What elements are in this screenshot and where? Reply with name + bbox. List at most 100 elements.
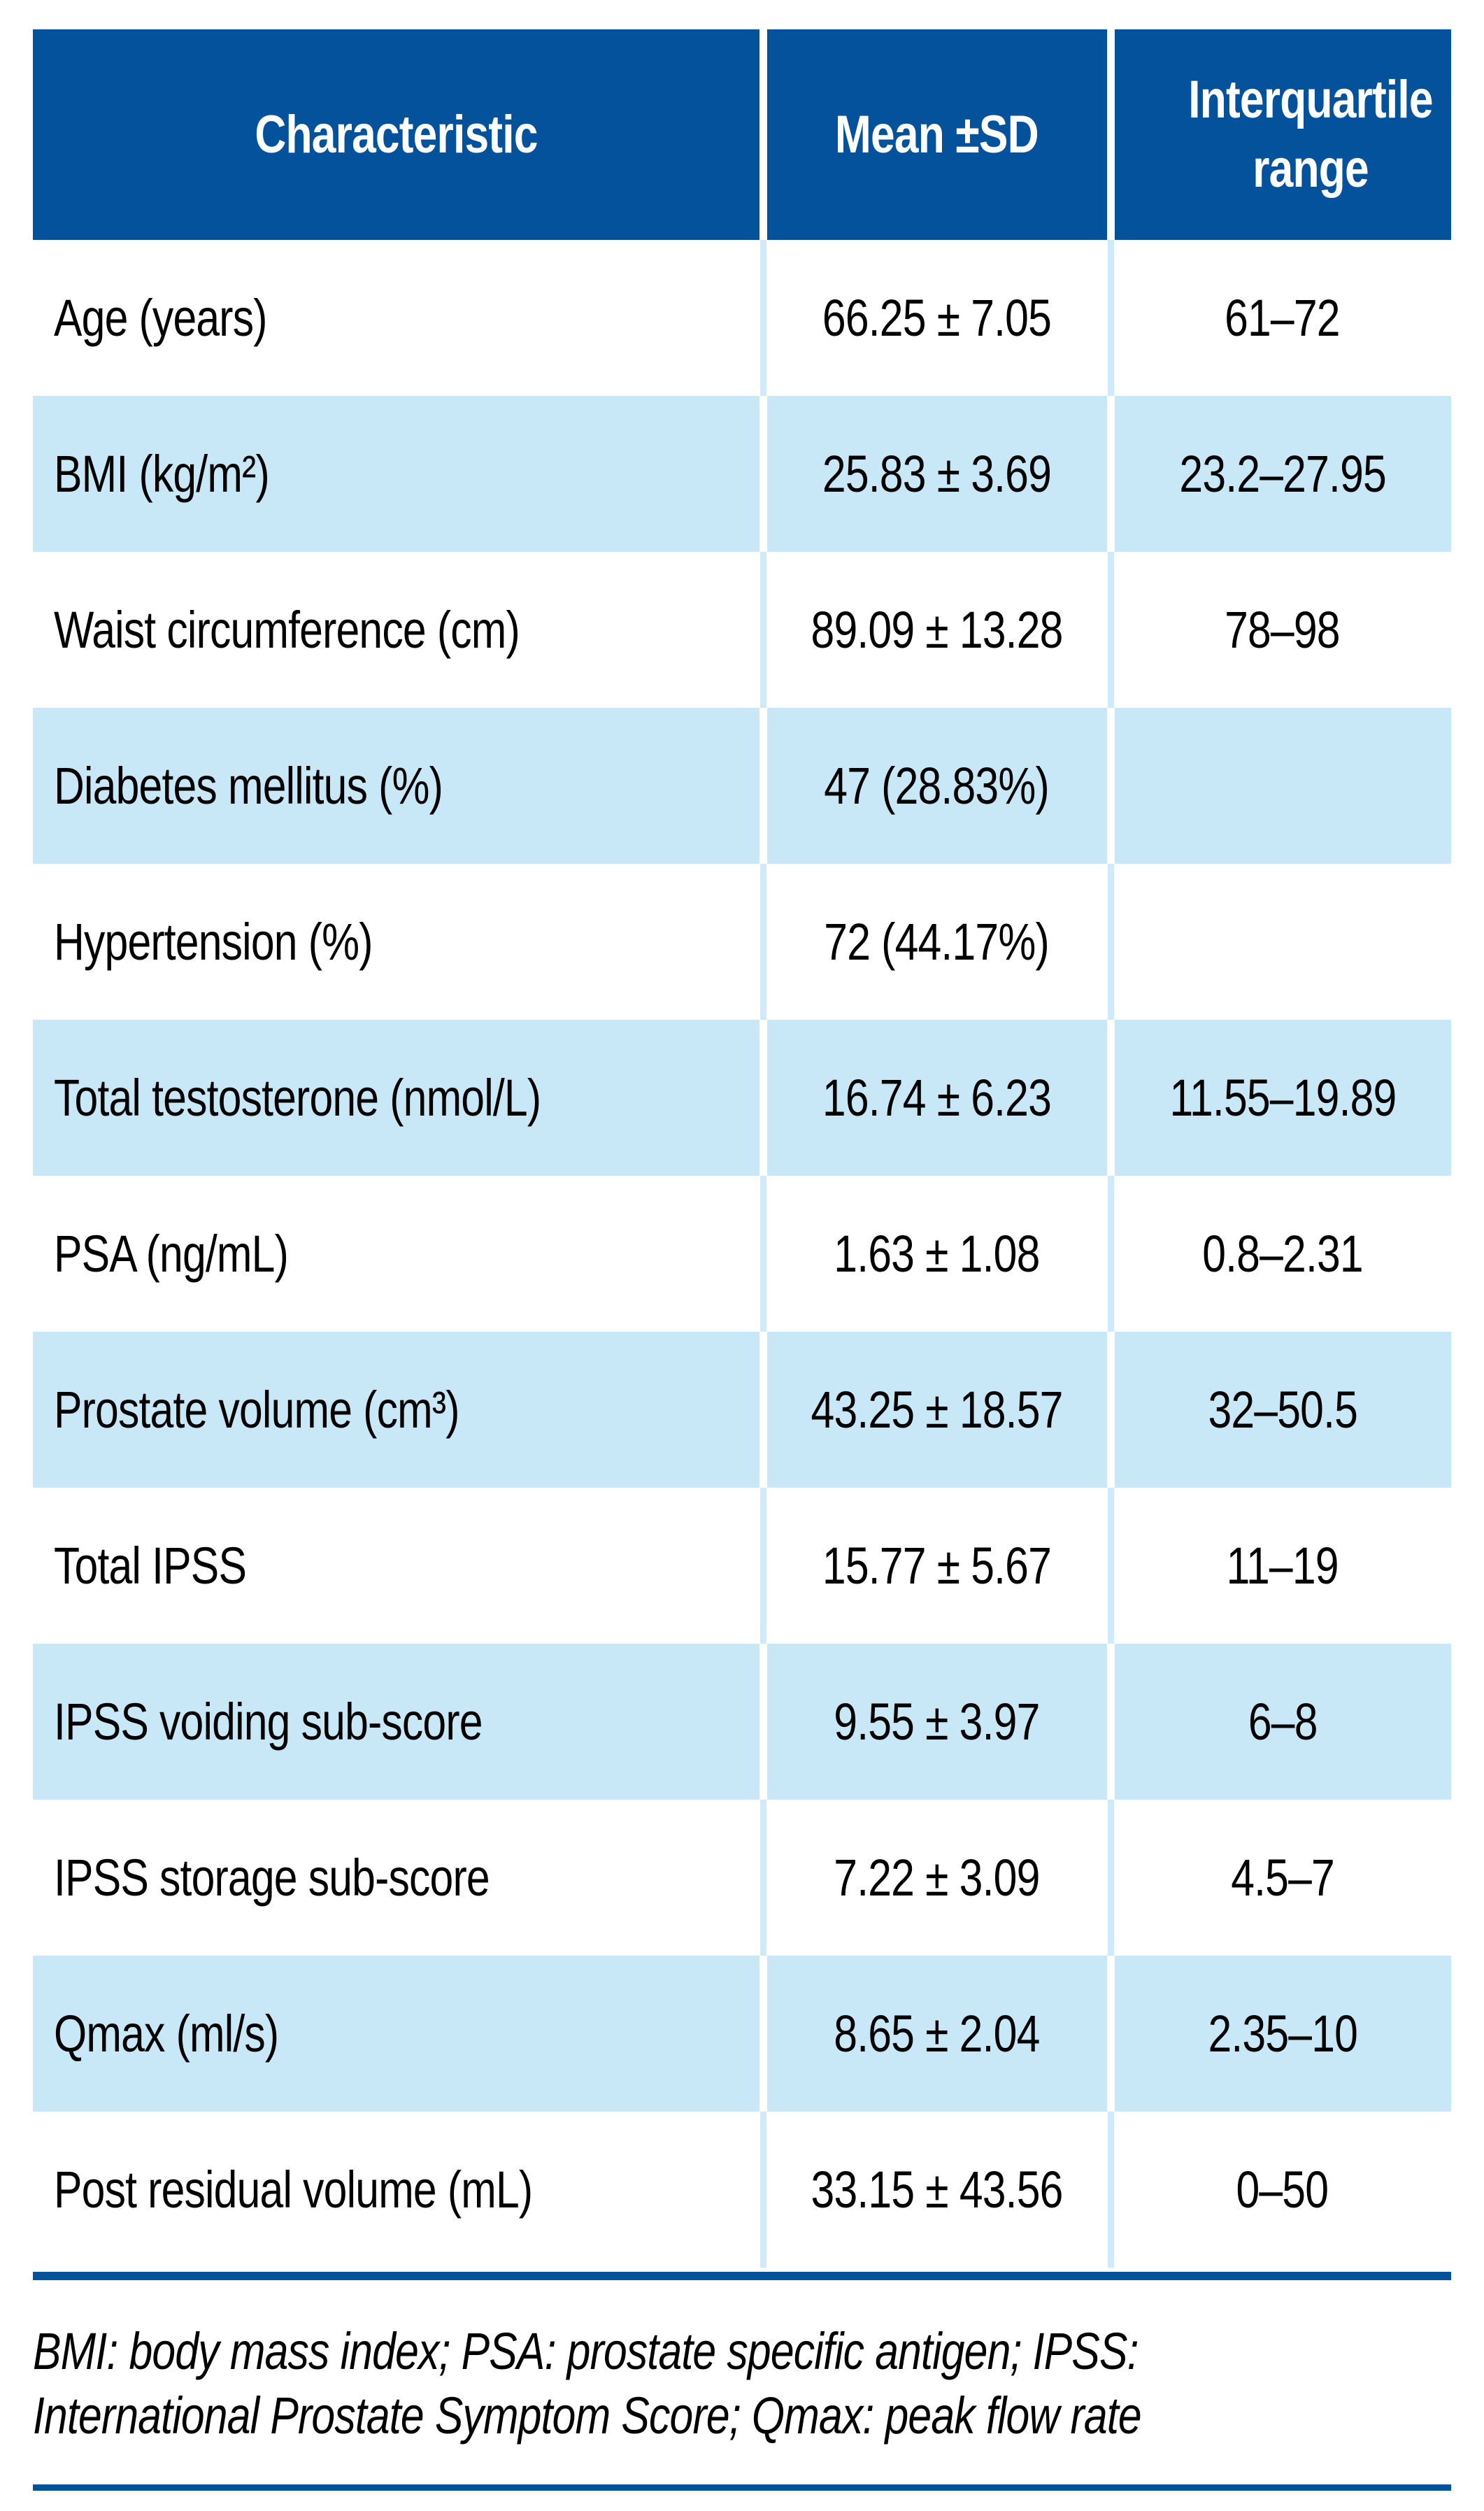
row-characteristic: Post residual volume (mL) <box>33 2112 763 2268</box>
row-mean-sd: 25.83 ± 3.69 <box>759 396 1111 552</box>
footnote: BMI: body mass index; PSA: prostate spec… <box>33 2319 1451 2448</box>
row-characteristic: Prostate volume (cm³) <box>33 1332 763 1488</box>
row-characteristic-text: Qmax (ml/s) <box>54 2005 279 2063</box>
row-iqr: 23.2–27.95 <box>1106 396 1451 552</box>
row-iqr: 2.35–10 <box>1106 1956 1451 2112</box>
footnote-line-2: International Prostate Symptom Score; Qm… <box>33 2384 1451 2448</box>
row-characteristic-text: Age (years) <box>54 289 267 347</box>
table-row: IPSS storage sub-score 7.22 ± 3.09 4.5–7 <box>33 1800 1451 1956</box>
table-bottom-rule <box>33 2272 1451 2280</box>
table-header: Characteristic Mean ±SD Interquartile ra… <box>33 29 1451 240</box>
table-row: BMI (kg/m²) 25.83 ± 3.69 23.2–27.95 <box>33 396 1451 552</box>
row-characteristic-text: Waist circumference (cm) <box>54 601 520 659</box>
row-iqr: 78–98 <box>1107 552 1451 708</box>
row-mean-sd-text: 43.25 ± 18.57 <box>811 1381 1063 1439</box>
row-iqr-text: 11.55–19.89 <box>1169 1069 1397 1127</box>
row-iqr: 0–50 <box>1107 2112 1451 2268</box>
row-mean-sd: 15.77 ± 5.67 <box>759 1488 1111 1644</box>
characteristics-table: Characteristic Mean ±SD Interquartile ra… <box>33 29 1451 2268</box>
row-mean-sd-text: 72 (44.17%) <box>824 913 1050 971</box>
header-row: Characteristic Mean ±SD Interquartile ra… <box>33 29 1451 240</box>
row-mean-sd: 72 (44.17%) <box>759 864 1111 1020</box>
row-iqr-text: 6–8 <box>1248 1693 1318 1751</box>
table-row: Waist circumference (cm) 89.09 ± 13.28 78–… <box>33 552 1451 708</box>
col-header-characteristic: Characteristic <box>33 29 763 240</box>
table-row: Post residual volume (mL) 33.15 ± 43.56 0–… <box>33 2112 1451 2268</box>
table-row: Qmax (ml/s) 8.65 ± 2.04 2.35–10 <box>33 1956 1451 2112</box>
table-row: Total IPSS 15.77 ± 5.67 11–19 <box>33 1488 1451 1644</box>
footnote-line-2-text: International Prostate Symptom Score; Qm… <box>33 2386 1142 2445</box>
row-iqr: 61–72 <box>1107 240 1451 396</box>
row-characteristic-text: Total IPSS <box>54 1537 247 1595</box>
row-mean-sd-text: 8.65 ± 2.04 <box>834 2005 1040 2063</box>
row-mean-sd: 8.65 ± 2.04 <box>759 1956 1111 2112</box>
row-iqr-text: 23.2–27.95 <box>1179 445 1387 503</box>
row-iqr: 0.8–2.31 <box>1107 1176 1451 1332</box>
row-mean-sd-text: 7.22 ± 3.09 <box>834 1849 1040 1907</box>
row-mean-sd: 43.25 ± 18.57 <box>759 1332 1111 1488</box>
row-characteristic-text: IPSS storage sub-score <box>54 1849 490 1907</box>
row-characteristic-text: Post residual volume (mL) <box>54 2161 533 2219</box>
col-header-characteristic-text: Characteristic <box>255 105 538 164</box>
table-row: IPSS voiding sub-score 9.55 ± 3.97 6–8 <box>33 1644 1451 1800</box>
row-characteristic-text: Hypertension (%) <box>54 913 373 971</box>
row-characteristic: Qmax (ml/s) <box>33 1956 763 2112</box>
row-mean-sd: 16.74 ± 6.23 <box>759 1020 1111 1176</box>
row-characteristic: Age (years) <box>33 240 763 396</box>
row-iqr-text: 0.8–2.31 <box>1201 1225 1363 1283</box>
row-iqr-text: 4.5–7 <box>1230 1849 1335 1907</box>
row-characteristic: Hypertension (%) <box>33 864 763 1020</box>
row-mean-sd-text: 16.74 ± 6.23 <box>822 1069 1052 1127</box>
row-iqr: 11–19 <box>1107 1488 1451 1644</box>
row-mean-sd: 89.09 ± 13.28 <box>759 552 1111 708</box>
table-body: Age (years) 66.25 ± 7.05 61–72 BMI (kg/m²) 2… <box>33 240 1451 2268</box>
col-header-interquartile-range-text: Interquartile range <box>1187 69 1433 199</box>
row-iqr <box>1107 864 1451 1020</box>
row-iqr-text: 32–50.5 <box>1208 1381 1358 1439</box>
row-characteristic-text: PSA (ng/mL) <box>54 1225 289 1283</box>
row-mean-sd: 9.55 ± 3.97 <box>759 1644 1111 1800</box>
row-mean-sd-text: 66.25 ± 7.05 <box>822 289 1052 347</box>
row-characteristic: Waist circumference (cm) <box>33 552 763 708</box>
row-characteristic: Diabetes mellitus (%) <box>33 708 763 864</box>
row-iqr-text: 11–19 <box>1226 1537 1339 1595</box>
row-characteristic: Total IPSS <box>33 1488 763 1644</box>
row-mean-sd: 66.25 ± 7.05 <box>759 240 1111 396</box>
table-row: Total testosterone (nmol/L) 16.74 ± 6.23 1… <box>33 1020 1451 1176</box>
col-header-mean-sd-text: Mean ±SD <box>835 105 1039 164</box>
row-mean-sd: 33.15 ± 43.56 <box>759 2112 1111 2268</box>
row-characteristic-text: Total testosterone (nmol/L) <box>54 1069 541 1127</box>
table-row: Age (years) 66.25 ± 7.05 61–72 <box>33 240 1451 396</box>
footnote-line-1: BMI: body mass index; PSA: prostate spec… <box>33 2319 1451 2384</box>
row-mean-sd: 1.63 ± 1.08 <box>759 1176 1111 1332</box>
row-characteristic: Total testosterone (nmol/L) <box>33 1020 763 1176</box>
row-characteristic-text: IPSS voiding sub-score <box>54 1693 483 1751</box>
row-mean-sd-text: 1.63 ± 1.08 <box>834 1225 1040 1283</box>
row-mean-sd-text: 9.55 ± 3.97 <box>834 1693 1040 1751</box>
row-iqr: 6–8 <box>1106 1644 1451 1800</box>
row-mean-sd-text: 15.77 ± 5.67 <box>822 1537 1052 1595</box>
row-mean-sd: 47 (28.83%) <box>759 708 1111 864</box>
col-header-mean-sd: Mean ±SD <box>759 29 1111 240</box>
row-iqr: 4.5–7 <box>1107 1800 1451 1956</box>
row-mean-sd-text: 33.15 ± 43.56 <box>811 2161 1063 2219</box>
row-mean-sd-text: 25.83 ± 3.69 <box>822 445 1052 503</box>
row-iqr-text: 2.35–10 <box>1208 2005 1358 2063</box>
page-bottom-rule <box>33 2484 1451 2491</box>
table-row: Hypertension (%) 72 (44.17%) <box>33 864 1451 1020</box>
row-iqr: 11.55–19.89 <box>1106 1020 1451 1176</box>
table-row: PSA (ng/mL) 1.63 ± 1.08 0.8–2.31 <box>33 1176 1451 1332</box>
row-iqr <box>1106 708 1451 864</box>
row-characteristic: BMI (kg/m²) <box>33 396 763 552</box>
row-iqr-text: 61–72 <box>1225 289 1341 347</box>
row-mean-sd: 7.22 ± 3.09 <box>759 1800 1111 1956</box>
row-characteristic-text: Diabetes mellitus (%) <box>54 757 443 815</box>
table-row: Prostate volume (cm³) 43.25 ± 18.57 32–50.… <box>33 1332 1451 1488</box>
col-header-interquartile-range: Interquartile range <box>1106 29 1451 240</box>
row-mean-sd-text: 47 (28.83%) <box>824 757 1050 815</box>
row-characteristic: IPSS voiding sub-score <box>33 1644 763 1800</box>
row-characteristic-text: Prostate volume (cm³) <box>54 1381 459 1439</box>
table-row: Diabetes mellitus (%) 47 (28.83%) <box>33 708 1451 864</box>
row-characteristic-text: BMI (kg/m²) <box>54 445 270 503</box>
